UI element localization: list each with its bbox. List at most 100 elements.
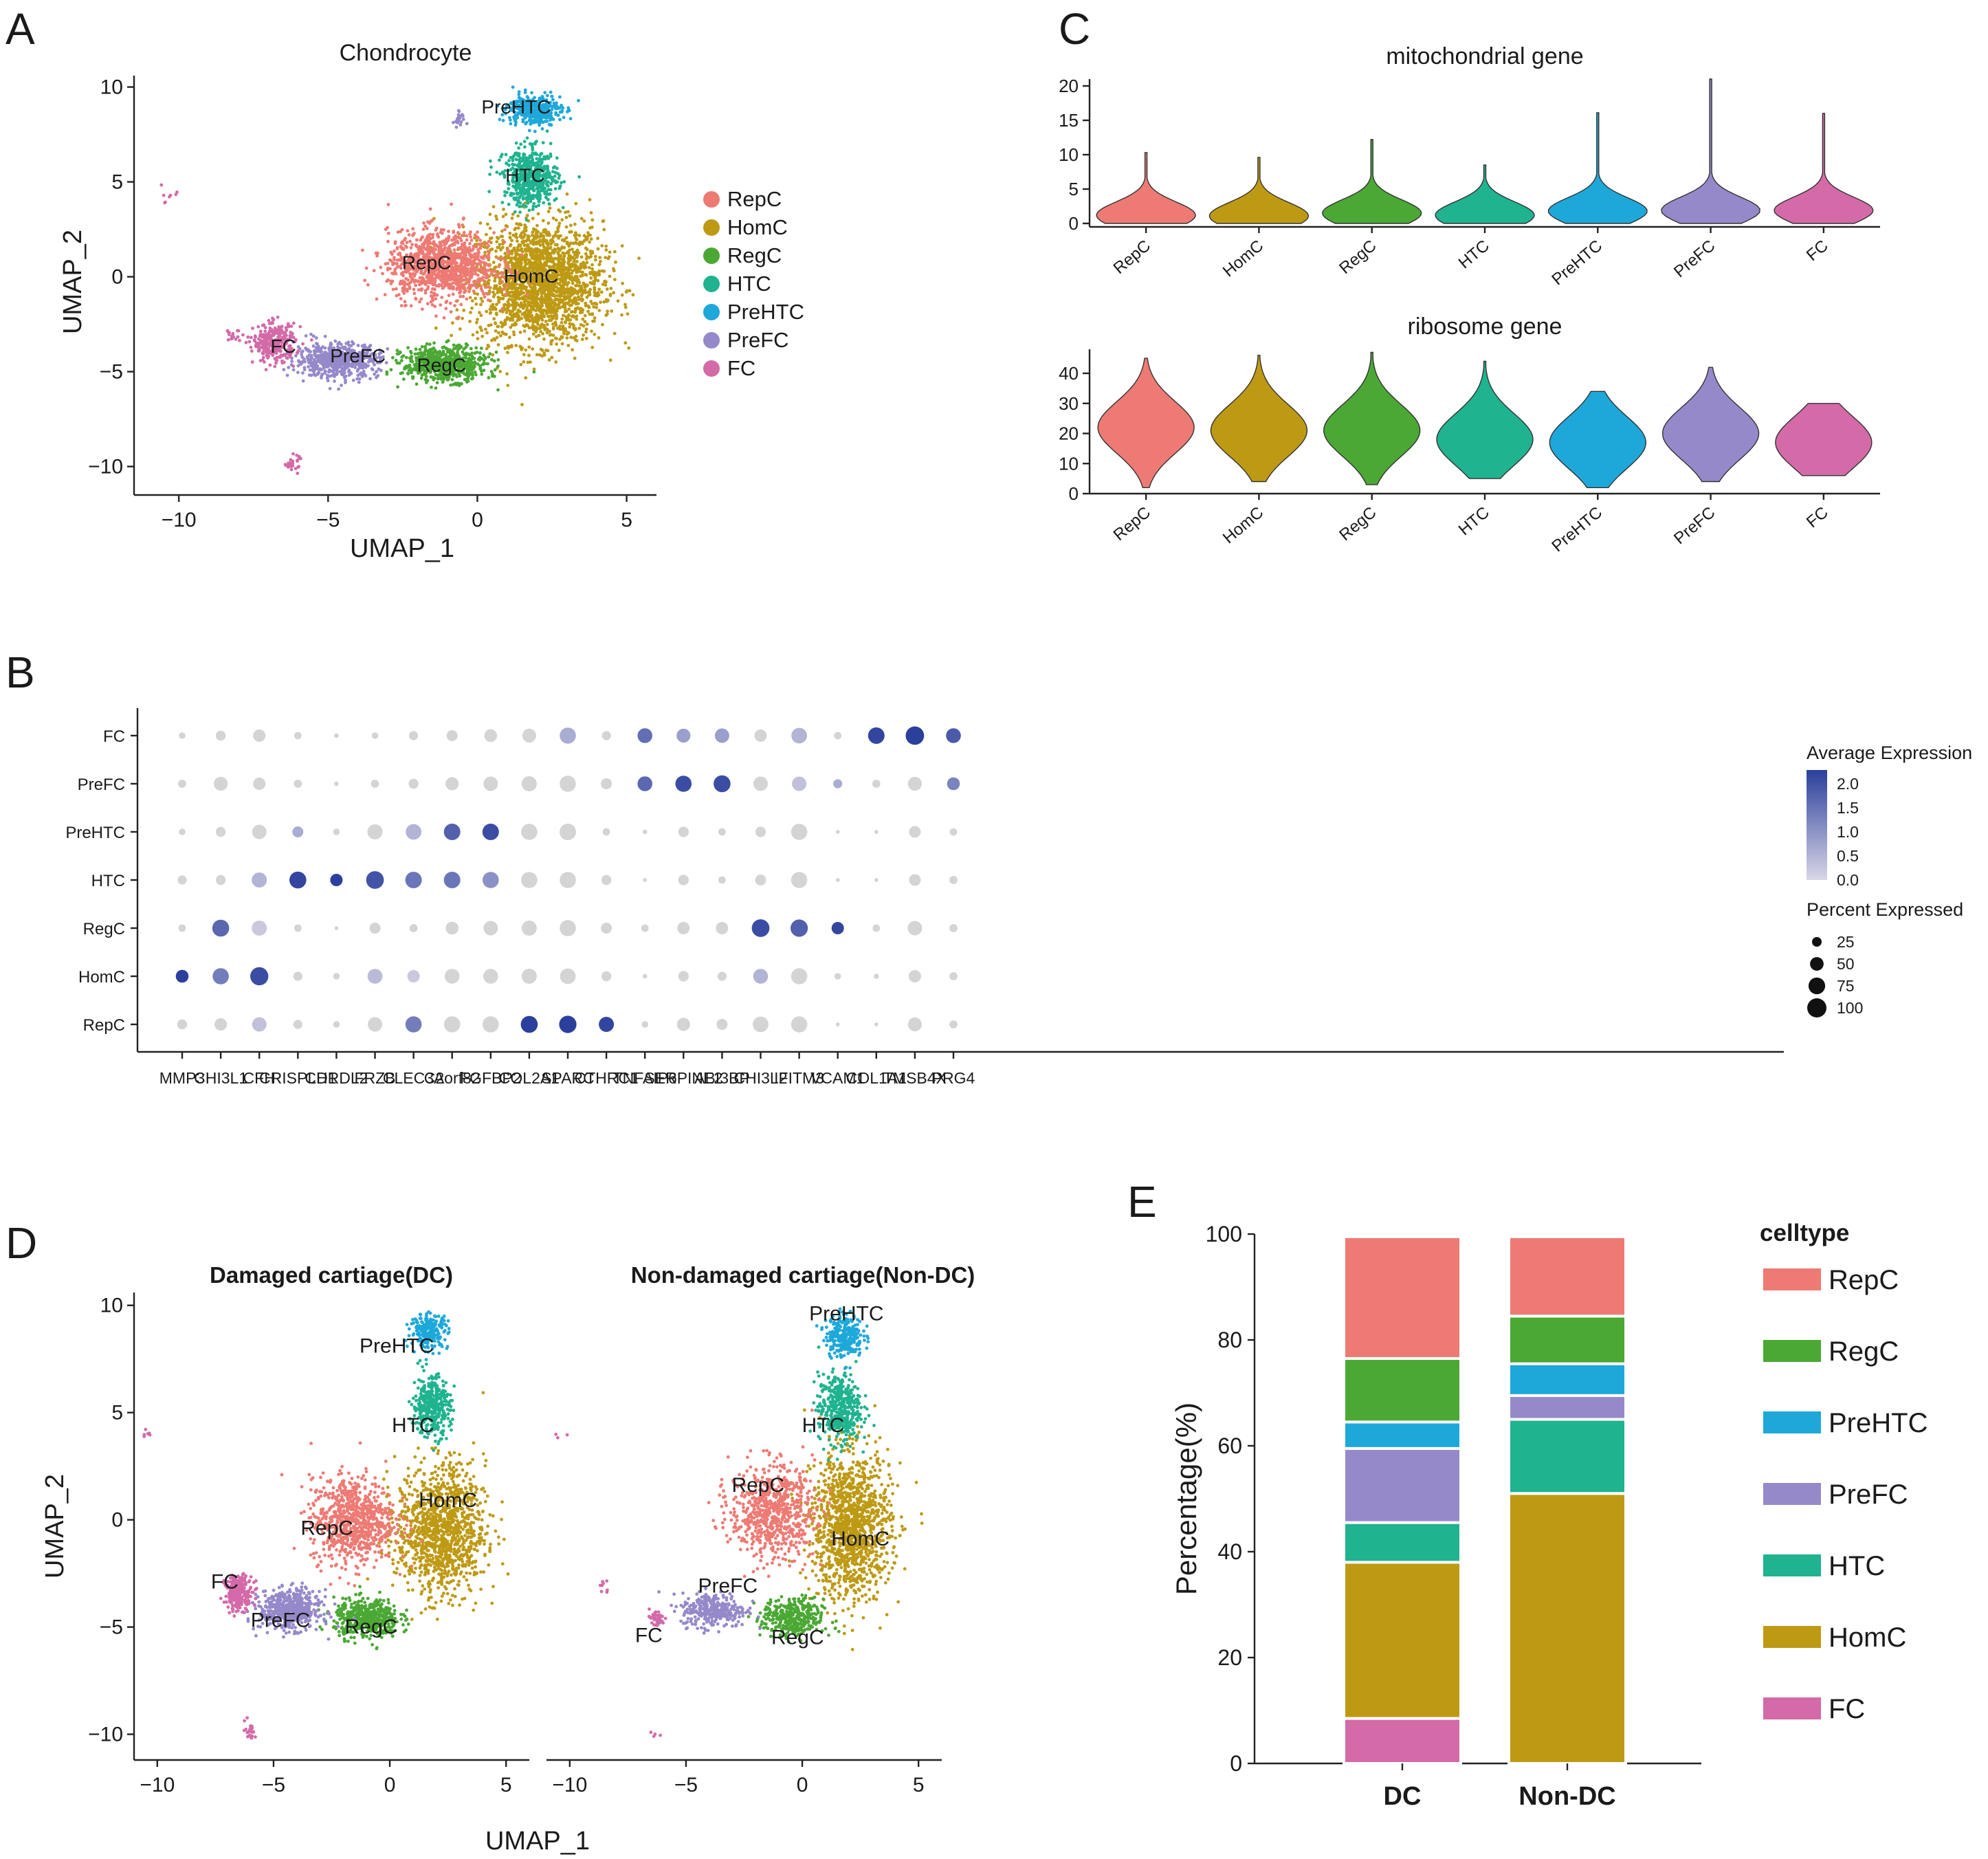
- umap-point: [462, 271, 466, 274]
- umap-point: [564, 210, 567, 214]
- umap-point: [418, 348, 422, 351]
- umap-point: [440, 296, 444, 299]
- umap-point: [455, 278, 459, 282]
- umap-point: [389, 282, 393, 285]
- umap-point: [478, 355, 482, 360]
- umap-point: [553, 336, 557, 340]
- umap-point: [562, 298, 566, 302]
- umap-point: [565, 336, 569, 340]
- umap-point: [546, 241, 550, 245]
- umap-point: [355, 377, 359, 381]
- umap-point: [504, 212, 508, 217]
- umap-point: [461, 350, 465, 354]
- umap-point: [537, 308, 541, 312]
- umap-point: [375, 370, 378, 373]
- umap-point: [456, 348, 460, 352]
- umap-point: [476, 278, 481, 281]
- umap-point: [500, 201, 505, 204]
- umap-point: [404, 355, 408, 360]
- umap-point: [493, 270, 497, 274]
- umap-point: [566, 287, 569, 291]
- umap-point: [604, 248, 608, 252]
- umap-point: [573, 222, 577, 226]
- umap-point: [489, 165, 493, 169]
- umap-point: [364, 266, 368, 270]
- umap-point: [412, 292, 417, 296]
- umap-point: [433, 305, 437, 309]
- umap-point: [461, 261, 465, 265]
- umap-point: [455, 287, 459, 292]
- umap-point: [488, 352, 492, 356]
- umap-point: [386, 239, 390, 243]
- umap-point: [461, 255, 465, 259]
- umap-point: [396, 230, 400, 234]
- umap-point: [381, 272, 384, 276]
- umap-point: [521, 240, 525, 243]
- umap-point: [503, 260, 507, 263]
- umap-point: [589, 276, 593, 280]
- umap-point: [455, 275, 459, 279]
- umap-point: [552, 249, 556, 253]
- umap-point: [344, 381, 347, 384]
- umap-point: [438, 350, 442, 353]
- umap-point: [307, 348, 310, 351]
- umap-point: [582, 333, 585, 337]
- umap-point: [390, 252, 394, 256]
- umap-point: [389, 368, 393, 372]
- umap-point: [481, 276, 485, 279]
- umap-point: [253, 334, 257, 338]
- umap-point: [411, 227, 415, 231]
- umap-point: [587, 290, 591, 294]
- umap-point: [485, 292, 489, 296]
- umap-point: [488, 226, 492, 230]
- umap-point: [476, 268, 480, 272]
- umap-point: [604, 314, 608, 317]
- umap-point: [439, 377, 443, 381]
- umap-point: [591, 319, 595, 323]
- umap-point: [287, 324, 291, 327]
- umap-point: [393, 249, 396, 253]
- umap-point: [358, 372, 362, 376]
- umap-point: [347, 371, 351, 374]
- umap-point: [476, 230, 479, 234]
- umap-point: [434, 386, 438, 390]
- umap-point: [584, 336, 588, 340]
- umap-point: [456, 317, 460, 320]
- umap-point: [600, 244, 604, 248]
- umap-point: [301, 342, 305, 346]
- umap-point: [478, 366, 483, 370]
- umap-point: [499, 155, 503, 159]
- umap-point: [566, 270, 570, 273]
- umap-point: [422, 241, 426, 245]
- umap-point: [427, 239, 431, 242]
- umap-point: [461, 294, 465, 298]
- umap-point: [419, 297, 423, 301]
- umap-point: [529, 261, 533, 265]
- umap-point: [263, 329, 267, 333]
- umap-point: [487, 263, 491, 267]
- umap-point: [400, 228, 404, 232]
- umap-point: [316, 357, 320, 361]
- umap-point: [582, 324, 586, 328]
- umap-point: [487, 344, 491, 349]
- umap-point: [450, 377, 454, 382]
- umap-point: [320, 368, 324, 372]
- umap-point: [597, 336, 601, 340]
- umap-point: [584, 330, 588, 334]
- umap-point: [502, 208, 505, 211]
- umap-point: [423, 347, 428, 351]
- umap-point: [482, 361, 486, 365]
- umap-point: [568, 230, 572, 234]
- umap-point: [250, 336, 253, 340]
- umap-point: [434, 228, 438, 232]
- umap-point: [398, 253, 402, 256]
- umap-point: [316, 372, 320, 375]
- umap-point: [562, 283, 566, 287]
- umap-point: [499, 234, 503, 239]
- umap-point: [310, 355, 313, 360]
- umap-point: [533, 250, 538, 254]
- umap-point: [593, 332, 597, 336]
- umap-point: [446, 339, 450, 342]
- umap-point: [355, 369, 360, 373]
- umap-point: [409, 351, 413, 355]
